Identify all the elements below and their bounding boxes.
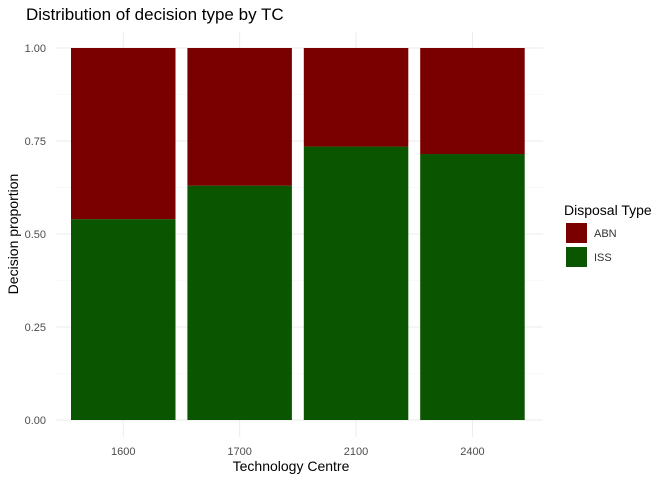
bar-iss-1600 bbox=[71, 219, 176, 420]
x-tick-label: 2100 bbox=[344, 446, 368, 458]
legend-swatch-iss bbox=[566, 247, 587, 267]
legend-label-abn: ABN bbox=[594, 228, 617, 240]
x-tick-label: 1600 bbox=[111, 446, 135, 458]
bar-iss-1700 bbox=[187, 185, 292, 420]
y-tick-label: 0.75 bbox=[25, 136, 46, 148]
legend: Disposal Type ABN ISS bbox=[564, 202, 652, 267]
y-tick-label: 0.00 bbox=[25, 415, 46, 427]
bar-iss-2400 bbox=[420, 154, 525, 420]
chart-title: Distribution of decision type by TC bbox=[26, 5, 284, 24]
y-axis-ticks: 0.00 0.25 0.50 0.75 1.00 bbox=[25, 43, 46, 427]
legend-entries: ABN ISS bbox=[566, 223, 617, 267]
legend-label-iss: ISS bbox=[594, 252, 612, 264]
bar-abn-2100 bbox=[303, 48, 409, 147]
y-tick-label: 1.00 bbox=[25, 43, 46, 55]
bar-abn-1700 bbox=[187, 48, 292, 186]
x-tick-label: 2400 bbox=[460, 446, 484, 458]
bar-iss-2100 bbox=[303, 146, 409, 420]
x-axis-ticks: 1600 1700 2100 2400 bbox=[111, 446, 485, 458]
y-axis-title: Decision proportion bbox=[5, 174, 21, 295]
legend-title: Disposal Type bbox=[564, 202, 652, 218]
y-tick-label: 0.50 bbox=[25, 229, 46, 241]
bars bbox=[71, 48, 525, 420]
x-axis-title: Technology Centre bbox=[233, 458, 350, 474]
bar-abn-2400 bbox=[420, 48, 525, 155]
bar-abn-1600 bbox=[71, 48, 176, 220]
y-tick-label: 0.25 bbox=[25, 322, 46, 334]
x-tick-label: 1700 bbox=[227, 446, 251, 458]
legend-swatch-abn bbox=[566, 223, 587, 243]
